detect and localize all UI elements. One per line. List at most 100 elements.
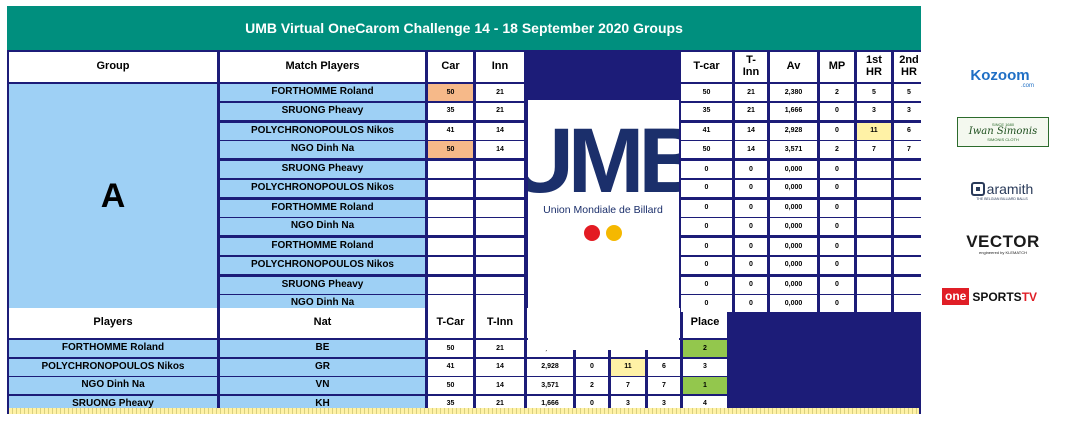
match-row-tcar: 0 — [681, 295, 732, 312]
match-row-tcar: 0 — [681, 218, 732, 235]
standings-2nd-hr: 7 — [648, 377, 680, 394]
match-row-player: SRUONG Pheavy — [220, 276, 425, 294]
match-row-2nd-hr: 3 — [894, 102, 924, 120]
aramith-row: aramith — [970, 181, 1033, 197]
header-players: Players — [9, 308, 217, 338]
sponsor-onesportstv: one SPORTS TV — [942, 288, 1063, 305]
match-row-player: POLYCHRONOPOULOS Nikos — [220, 256, 425, 274]
match-row-tcar: 50 — [681, 84, 732, 101]
match-row-player: NGO Dinh Na — [220, 295, 425, 312]
match-row-mp: 2 — [820, 84, 854, 101]
standings-tinn: 14 — [476, 358, 524, 376]
standings-place: 2 — [683, 340, 727, 357]
match-row-mp: 0 — [820, 295, 854, 312]
kozoom-logo: Kozoom — [970, 66, 1030, 84]
match-row-car — [428, 256, 473, 274]
header-nat: Nat — [220, 308, 425, 338]
match-row-1st-hr — [857, 256, 891, 274]
match-row-player: FORTHOMME Roland — [220, 84, 425, 101]
match-row-2nd-hr: 6 — [894, 122, 924, 140]
match-row-1st-hr: 3 — [857, 102, 891, 120]
match-row-car: 35 — [428, 102, 473, 120]
match-row-av: 0,000 — [770, 295, 817, 312]
standings-tinn: 14 — [476, 377, 524, 394]
match-row-1st-hr: 5 — [857, 84, 891, 101]
standings-1st-hr: 7 — [611, 377, 645, 394]
match-row-tinn: 0 — [735, 276, 767, 294]
match-row-2nd-hr — [894, 295, 924, 312]
red-ball-icon — [584, 225, 600, 241]
standings-nat: BE — [220, 340, 425, 357]
match-row-car — [428, 238, 473, 255]
match-row-inn: 21 — [476, 84, 524, 101]
header-2nd-hr: 2nd HR — [894, 52, 924, 82]
header-tinn: T- Inn — [735, 52, 767, 82]
match-row-mp: 0 — [820, 276, 854, 294]
match-row-1st-hr: 11 — [857, 122, 891, 140]
match-row-tinn: 0 — [735, 295, 767, 312]
match-row-2nd-hr — [894, 238, 924, 255]
standings-place: 3 — [683, 358, 727, 376]
standings-nat: GR — [220, 358, 425, 376]
match-row-inn: 14 — [476, 141, 524, 158]
results-board: Group Match Players Car Inn T-car T- Inn Av MP 1… — [7, 50, 924, 414]
match-row-inn — [476, 218, 524, 235]
match-row-av: 0,000 — [770, 238, 817, 255]
umb-logo-graphic: UMB Union Mondiale de Billard — [507, 110, 707, 241]
match-row-tcar: 50 — [681, 141, 732, 158]
header-mp: MP — [820, 52, 854, 82]
match-row-1st-hr — [857, 218, 891, 235]
header-t-inn: T-Inn — [476, 308, 524, 338]
match-row-player: NGO Dinh Na — [220, 141, 425, 158]
standings-tcar: 50 — [428, 340, 473, 357]
match-row-av: 2,380 — [770, 84, 817, 101]
match-row-1st-hr — [857, 161, 891, 178]
match-row-player: SRUONG Pheavy — [220, 161, 425, 178]
match-row-2nd-hr: 5 — [894, 84, 924, 101]
sponsor-kozoom: Kozoom .com — [952, 63, 1048, 93]
standings-player: FORTHOMME Roland — [9, 340, 217, 357]
vector-sub: engineered by KLEMATCH — [979, 250, 1027, 255]
simonis-script: Iwan Simonis — [968, 126, 1038, 137]
match-row-2nd-hr — [894, 199, 924, 217]
match-row-tinn: 21 — [735, 84, 767, 101]
sponsor-aramith: aramith THE BELGIAN BILLIARD BALLS — [950, 176, 1054, 206]
match-row-1st-hr — [857, 238, 891, 255]
match-row-tcar: 0 — [681, 238, 732, 255]
match-row-mp: 0 — [820, 102, 854, 120]
match-row-inn — [476, 199, 524, 217]
match-row-av: 0,000 — [770, 179, 817, 197]
umb-logo-caption: Union Mondiale de Billard — [543, 204, 663, 216]
match-row-tinn: 0 — [735, 199, 767, 217]
match-row-1st-hr — [857, 276, 891, 294]
umb-logo: UMB Union Mondiale de Billard — [507, 100, 707, 350]
match-row-1st-hr — [857, 199, 891, 217]
match-row-1st-hr — [857, 295, 891, 312]
match-row-av: 0,000 — [770, 256, 817, 274]
standings-mp: 2 — [576, 377, 608, 394]
match-row-inn — [476, 161, 524, 178]
match-row-av: 0,000 — [770, 199, 817, 217]
header-t-car: T-Car — [428, 308, 473, 338]
standings-genav: 2,928 — [527, 358, 573, 376]
standings-tinn: 21 — [476, 340, 524, 357]
yellow-ball-icon — [606, 225, 622, 241]
match-row-2nd-hr — [894, 218, 924, 235]
match-row-mp: 0 — [820, 122, 854, 140]
simonis-since: SINCE 1680 — [991, 122, 1015, 127]
match-row-mp: 2 — [820, 141, 854, 158]
match-row-car — [428, 161, 473, 178]
header-inn: Inn — [476, 52, 524, 82]
standings-mp: 0 — [576, 358, 608, 376]
match-row-inn — [476, 295, 524, 312]
header-av: Av — [770, 52, 817, 82]
match-row-2nd-hr — [894, 161, 924, 178]
match-row-car: 41 — [428, 122, 473, 140]
header-1st-hr: 1st HR — [857, 52, 891, 82]
match-row-tinn: 14 — [735, 141, 767, 158]
match-row-car — [428, 179, 473, 197]
match-row-player: FORTHOMME Roland — [220, 199, 425, 217]
match-row-car: 50 — [428, 84, 473, 101]
match-row-car — [428, 199, 473, 217]
standings-player: NGO Dinh Na — [9, 377, 217, 394]
